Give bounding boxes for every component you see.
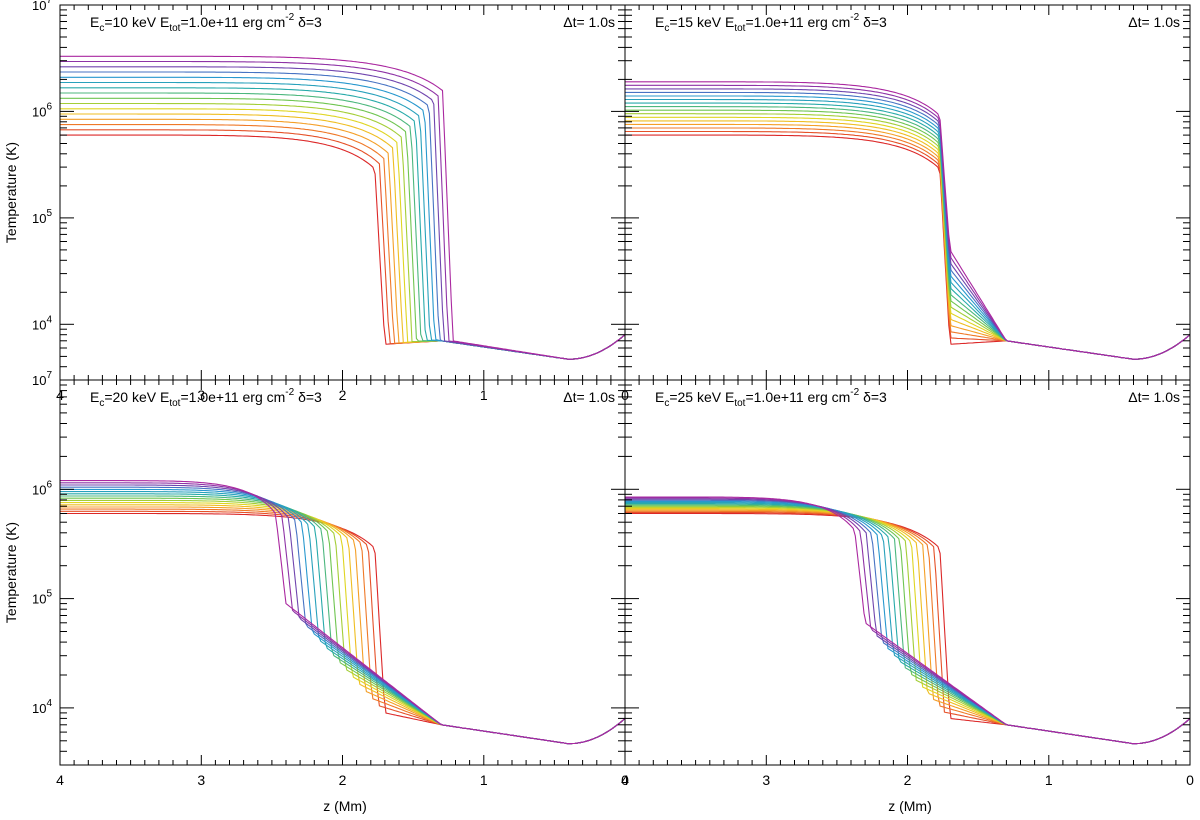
- plot-frame: [624, 379, 1191, 766]
- series-curve: [60, 488, 626, 745]
- y-tick-label: 107: [32, 370, 52, 388]
- series-curve: [625, 503, 1191, 745]
- series-curve: [60, 504, 626, 745]
- series-curve: [60, 497, 626, 745]
- panel-timestep: Δt= 1.0s: [1128, 14, 1180, 30]
- series-curve: [625, 505, 1191, 745]
- panel-top-right: Ec=15 keV Etot=1.0e+11 erg cm-2 δ=3 Δt= 1…: [624, 4, 1191, 381]
- series-curve: [60, 97, 626, 360]
- y-tick-label: 104: [32, 698, 52, 716]
- series-curve: [60, 71, 626, 360]
- series-curve: [625, 510, 1191, 745]
- series-curve: [625, 508, 1191, 745]
- panel-timestep: Δt= 1.0s: [563, 14, 615, 30]
- series-curve: [625, 81, 1191, 360]
- series-curve: [625, 134, 1191, 360]
- series-curve: [60, 66, 626, 360]
- series-curve: [625, 123, 1191, 360]
- series-curve: [625, 102, 1191, 360]
- series-curve: [625, 496, 1191, 745]
- series-curve: [60, 480, 626, 745]
- series-curve: [60, 92, 626, 360]
- x-tick-label: 3: [762, 772, 770, 788]
- x-tick-label: 4: [56, 772, 64, 788]
- plot-frame: [59, 379, 626, 766]
- series-curve: [60, 108, 626, 360]
- series-curve: [625, 88, 1191, 360]
- y-tick-label: 107: [32, 0, 52, 13]
- x-tick-label: 4: [621, 772, 629, 788]
- y-tick-label: 105: [32, 208, 52, 226]
- x-tick-label: 1: [1045, 772, 1053, 788]
- series-curve: [625, 130, 1191, 360]
- y-tick-label: 104: [32, 314, 52, 332]
- curves-bottom-right: [625, 496, 1191, 745]
- series-curve: [625, 113, 1191, 360]
- series-curve: [625, 109, 1191, 360]
- series-curve: [60, 118, 626, 360]
- series-curve: [625, 499, 1191, 745]
- x-tick-label: 2: [904, 772, 912, 788]
- series-curve: [625, 120, 1191, 360]
- series-curve: [60, 113, 626, 360]
- x-tick-label: 2: [339, 387, 347, 403]
- series-curve: [625, 507, 1191, 745]
- series-curve: [60, 482, 626, 745]
- series-curve: [60, 134, 626, 360]
- series-curve: [625, 511, 1191, 745]
- panel-title: Ec=15 keV Etot=1.0e+11 erg cm-2 δ=3: [655, 12, 887, 34]
- series-curve: [60, 486, 626, 745]
- series-curve: [60, 129, 626, 360]
- x-axis-label: z (Mm): [323, 798, 367, 814]
- panel-timestep: Δt= 1.0s: [563, 389, 615, 405]
- series-curve: [625, 512, 1191, 745]
- y-axis-label: Temperature (K): [3, 522, 19, 623]
- y-tick-label: 105: [32, 589, 52, 607]
- y-tick-label: 106: [32, 101, 52, 119]
- x-tick-label: 0: [621, 772, 629, 788]
- series-curve: [60, 102, 626, 360]
- series-curve: [60, 124, 626, 360]
- x-tick-label: 3: [197, 387, 205, 403]
- y-axis-label: Temperature (K): [3, 142, 19, 243]
- x-axis-label-right: z (Mm): [888, 798, 932, 814]
- panel-bottom-right: 4 3 2 1 0 Ec=25 keV Etot=1.0e+11 erg cm-2 δ=3…: [621, 379, 1194, 788]
- x-tick-label: 1: [480, 387, 488, 403]
- x-tick-label: 1: [480, 772, 488, 788]
- x-tick-label: 3: [197, 772, 205, 788]
- x-tick-label: 2: [339, 772, 347, 788]
- panel-bottom-left: 4 3 2 1 0 104 105 106 107 Temperature (K) Ec=20 ke…: [3, 370, 629, 788]
- series-curve: [60, 484, 626, 745]
- series-curve: [625, 500, 1191, 745]
- x-tick-label: 0: [1186, 772, 1194, 788]
- curves-top-left: [60, 55, 626, 360]
- series-curve: [625, 116, 1191, 360]
- curves-top-right: [625, 81, 1191, 360]
- series-curve: [625, 504, 1191, 745]
- series-curve: [625, 127, 1191, 360]
- plot-frame: [624, 4, 1191, 381]
- panel-timestep: Δt= 1.0s: [1128, 389, 1180, 405]
- y-tick-label: 106: [32, 479, 52, 497]
- panel-title: Ec=20 keV Etot=1.0e+11 erg cm-2 δ=3: [90, 387, 322, 409]
- series-curve: [60, 87, 626, 360]
- series-curve: [625, 84, 1191, 360]
- series-curve: [60, 502, 626, 745]
- panel-title: Ec=10 keV Etot=1.0e+11 erg cm-2 δ=3: [90, 12, 322, 34]
- curves-bottom-left: [60, 480, 626, 745]
- panel-title: Ec=25 keV Etot=1.0e+11 erg cm-2 δ=3: [655, 387, 887, 409]
- series-curve: [625, 106, 1191, 360]
- series-curve: [625, 509, 1191, 745]
- series-curve: [60, 499, 626, 745]
- series-curve: [60, 55, 626, 360]
- series-curve: [625, 506, 1191, 745]
